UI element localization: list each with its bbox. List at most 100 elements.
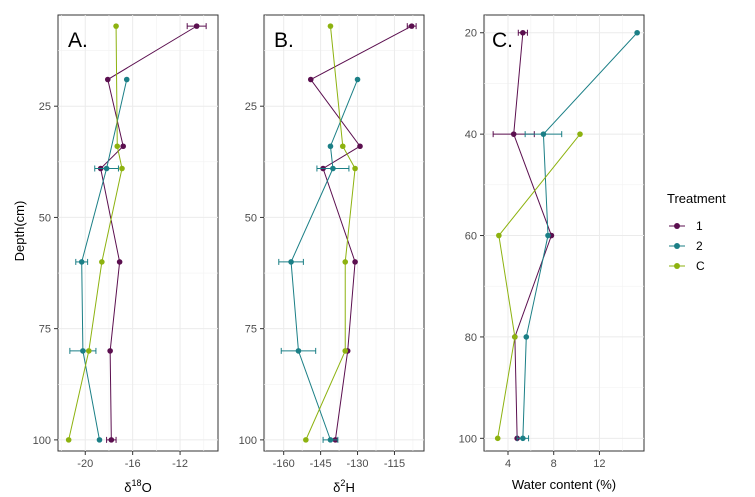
y-tick-label: 60 — [465, 231, 477, 243]
x-tick-label: -145 — [310, 458, 332, 470]
data-point — [119, 165, 125, 172]
panel-c-x-axis-title: Water content (%) — [512, 477, 616, 492]
legend-key-dot-2 — [674, 243, 680, 249]
x-tick-label: 12 — [593, 458, 605, 470]
panel-a-label: A. — [68, 29, 88, 52]
data-point — [65, 437, 72, 443]
x-tick-label: -12 — [172, 458, 188, 470]
y-tick-label: 75 — [245, 324, 257, 336]
data-point — [108, 437, 115, 443]
series-c — [494, 131, 583, 442]
y-tick-label: 20 — [465, 28, 477, 40]
data-point — [327, 143, 334, 150]
legend-key-dot-c — [674, 263, 680, 269]
data-point — [496, 232, 502, 239]
series-c — [303, 23, 358, 443]
panel-c-grid — [484, 15, 644, 451]
data-point — [577, 131, 583, 137]
data-point — [86, 348, 92, 354]
legend-label-1: 1 — [696, 219, 703, 233]
data-point — [78, 259, 85, 265]
data-point — [103, 165, 110, 172]
data-point — [114, 143, 121, 150]
legend-title: Treatment — [667, 191, 726, 206]
data-point — [540, 131, 547, 137]
x-tick-label: -115 — [384, 458, 405, 470]
data-point — [107, 348, 113, 354]
data-point — [120, 143, 126, 150]
data-point — [327, 437, 334, 443]
series-line — [68, 26, 123, 440]
data-point — [116, 259, 123, 265]
data-point — [303, 437, 309, 443]
data-point — [193, 23, 200, 29]
y-tick-label: 100 — [459, 433, 477, 445]
series-2 — [69, 76, 130, 443]
legend-key-dot-1 — [674, 223, 680, 229]
data-point — [99, 259, 105, 265]
x-tick-label: -160 — [273, 458, 295, 470]
data-point — [523, 334, 530, 340]
y-tick-label: 25 — [39, 101, 51, 113]
y-tick-label: 100 — [239, 435, 257, 447]
panel-c-label: C. — [492, 29, 513, 52]
data-point — [545, 232, 551, 239]
series-2 — [516, 29, 640, 442]
data-point — [510, 131, 517, 137]
data-point — [520, 435, 526, 442]
x-tick-label: 4 — [505, 458, 511, 470]
data-point — [342, 259, 349, 265]
y-tick-label: 50 — [39, 212, 51, 224]
x-tick-label: -20 — [77, 458, 93, 470]
y-tick-label: 50 — [245, 212, 257, 224]
data-point — [634, 29, 640, 36]
y-tick-label: 75 — [39, 324, 51, 336]
data-point — [354, 76, 361, 83]
y-tick-label: 25 — [245, 101, 257, 113]
panel-a-x-axis-title: δ18O — [124, 478, 151, 495]
legend-item-2: 2 — [669, 239, 703, 253]
legend-label-2: 2 — [696, 239, 703, 253]
panel-a-grid — [58, 15, 218, 451]
panel-b-grid — [264, 15, 424, 451]
data-point — [327, 23, 334, 29]
y-tick-label: 80 — [465, 332, 477, 344]
y-tick-label: 100 — [33, 435, 51, 447]
panel-b: B. δ2H -160 -145 -130 -115 25 50 75 100 — [239, 14, 425, 495]
x-tick-label: 8 — [551, 458, 557, 470]
data-point — [80, 348, 86, 354]
data-point — [342, 348, 349, 354]
panel-b-plot-area — [263, 14, 425, 452]
panel-b-label: B. — [274, 29, 294, 52]
data-point — [352, 165, 358, 172]
panel-a-plot-area — [57, 14, 219, 452]
data-point — [123, 76, 130, 83]
data-point — [330, 165, 336, 172]
data-point — [113, 23, 119, 29]
data-point — [352, 259, 358, 265]
x-tick-label: -130 — [347, 458, 369, 470]
data-point — [520, 29, 526, 36]
panel-c: C. Water content (%) 4 8 12 20 40 60 80 100 — [459, 14, 645, 492]
series-line — [497, 133, 581, 439]
x-tick-label: -16 — [125, 458, 141, 470]
data-point — [408, 23, 415, 29]
panel-c-plot-area — [483, 14, 645, 452]
series-line — [290, 79, 359, 441]
legend-label-c: C — [696, 259, 705, 273]
panel-b-x-axis-title: δ2H — [333, 478, 355, 495]
y-axis-title: Depth(cm) — [12, 201, 27, 262]
y-tick-label: 40 — [465, 129, 477, 141]
series-line — [305, 26, 356, 441]
data-point — [288, 259, 294, 265]
legend: Treatment 1 2 C — [667, 191, 726, 273]
data-point — [339, 143, 346, 150]
legend-item-1: 1 — [669, 219, 703, 233]
series-2 — [278, 76, 361, 443]
data-point — [512, 334, 518, 340]
panel-a: A. δ18O -20 -16 -12 25 50 75 100 — [33, 14, 219, 495]
data-point — [295, 348, 302, 354]
data-point — [357, 143, 363, 150]
legend-item-c: C — [669, 259, 705, 273]
